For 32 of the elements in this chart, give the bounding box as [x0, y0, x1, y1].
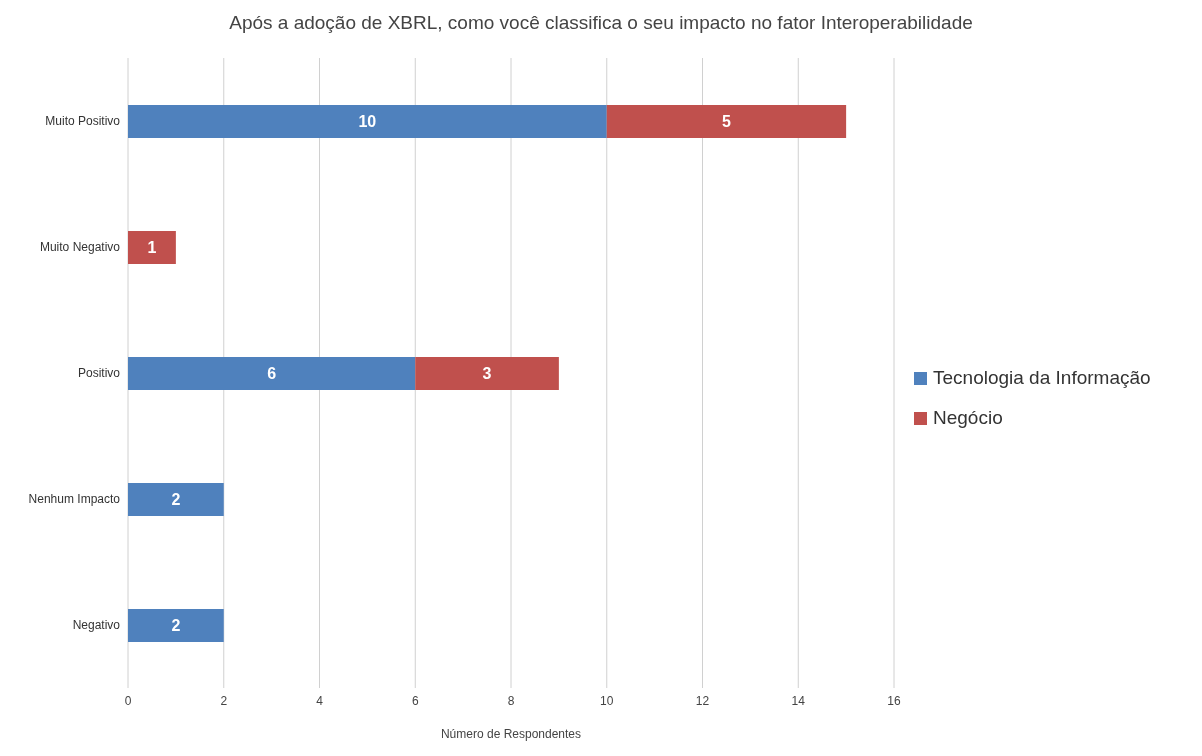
x-tick-label: 14: [791, 693, 806, 708]
x-tick-label: 4: [316, 693, 324, 708]
data-label: 3: [482, 365, 492, 383]
data-label: 10: [358, 113, 377, 131]
x-tick-label: 12: [695, 693, 710, 708]
x-tick-label: 2: [220, 693, 228, 708]
x-tick-label: 10: [600, 693, 614, 708]
data-label: 1: [147, 239, 157, 257]
y-tick-label: Muito Negativo: [39, 240, 121, 255]
y-tick-label: Nenhum Impacto: [28, 492, 121, 507]
y-tick-label: Negativo: [72, 618, 121, 633]
bar: [606, 105, 847, 138]
x-tick-label: 8: [507, 693, 515, 708]
data-label: 2: [171, 491, 181, 509]
bar: [128, 357, 416, 390]
bar: [128, 105, 607, 138]
x-tick-label: 6: [411, 693, 419, 708]
y-tick-label: Positivo: [77, 366, 121, 381]
chart-title: Após a adoção de XBRL, como você classifica o seu impacto no fator Interoperabilidade: [228, 11, 974, 35]
data-label: 2: [171, 617, 181, 635]
y-tick-label: Muito Positivo: [45, 114, 121, 129]
bar: [128, 609, 224, 642]
x-tick-label: 16: [887, 693, 901, 708]
x-tick-label: 0: [124, 693, 132, 708]
bar: [128, 231, 176, 264]
legend-label: Tecnologia da Informação: [933, 366, 1151, 390]
bar: [128, 483, 224, 516]
legend-label: Negócio: [933, 406, 1003, 430]
data-label: 5: [721, 113, 731, 131]
x-axis-title: Número de Respondentes: [440, 727, 582, 741]
bar: [415, 357, 559, 390]
data-label: 6: [267, 365, 277, 383]
